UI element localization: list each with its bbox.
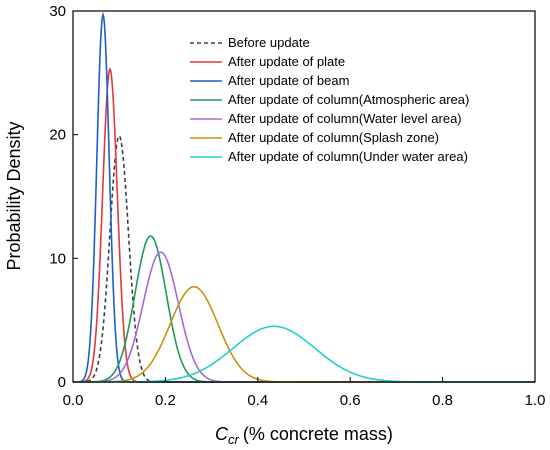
y-tick-label: 10 [49,250,66,267]
x-tick-label: 0.8 [432,392,453,409]
legend-label-after-update-of-column-water-level-area: After update of column(Water level area) [228,111,462,126]
x-tick-label: 0.4 [247,392,268,409]
ticks-group: 0.0 0.2 0.4 0.6 0.8 1.0 0 10 20 30 [49,3,545,409]
y-tick-label: 0 [58,374,66,391]
legend-label-after-update-of-beam: After update of beam [228,73,349,88]
legend-label-before-update: Before update [228,35,310,50]
y-tick-label: 20 [49,127,66,144]
x-axis-symbol: C [215,424,229,444]
y-axis-title: Probability Density [4,121,24,270]
x-tick-label: 0.6 [340,392,361,409]
x-axis-unit: (% concrete mass) [243,424,393,444]
plot-frame [72,10,536,383]
legend-label-after-update-of-column-splash-zone: After update of column(Splash zone) [228,130,439,145]
x-tick-label: 1.0 [525,392,546,409]
legend: Before update After update of plate After … [190,35,469,164]
legend-label-after-update-of-column-atmospheric-area: After update of column(Atmospheric area) [228,92,469,107]
legend-label-after-update-of-column-under-water-area: After update of column(Under water area) [228,149,468,164]
x-axis-title: Ccr (% concrete mass) [215,424,393,447]
x-tick-label: 0.2 [155,392,176,409]
x-axis-subscript: cr [228,432,240,447]
x-tick-label: 0.0 [63,392,84,409]
legend-label-after-update-of-plate: After update of plate [228,54,345,69]
y-tick-label: 30 [49,3,66,20]
